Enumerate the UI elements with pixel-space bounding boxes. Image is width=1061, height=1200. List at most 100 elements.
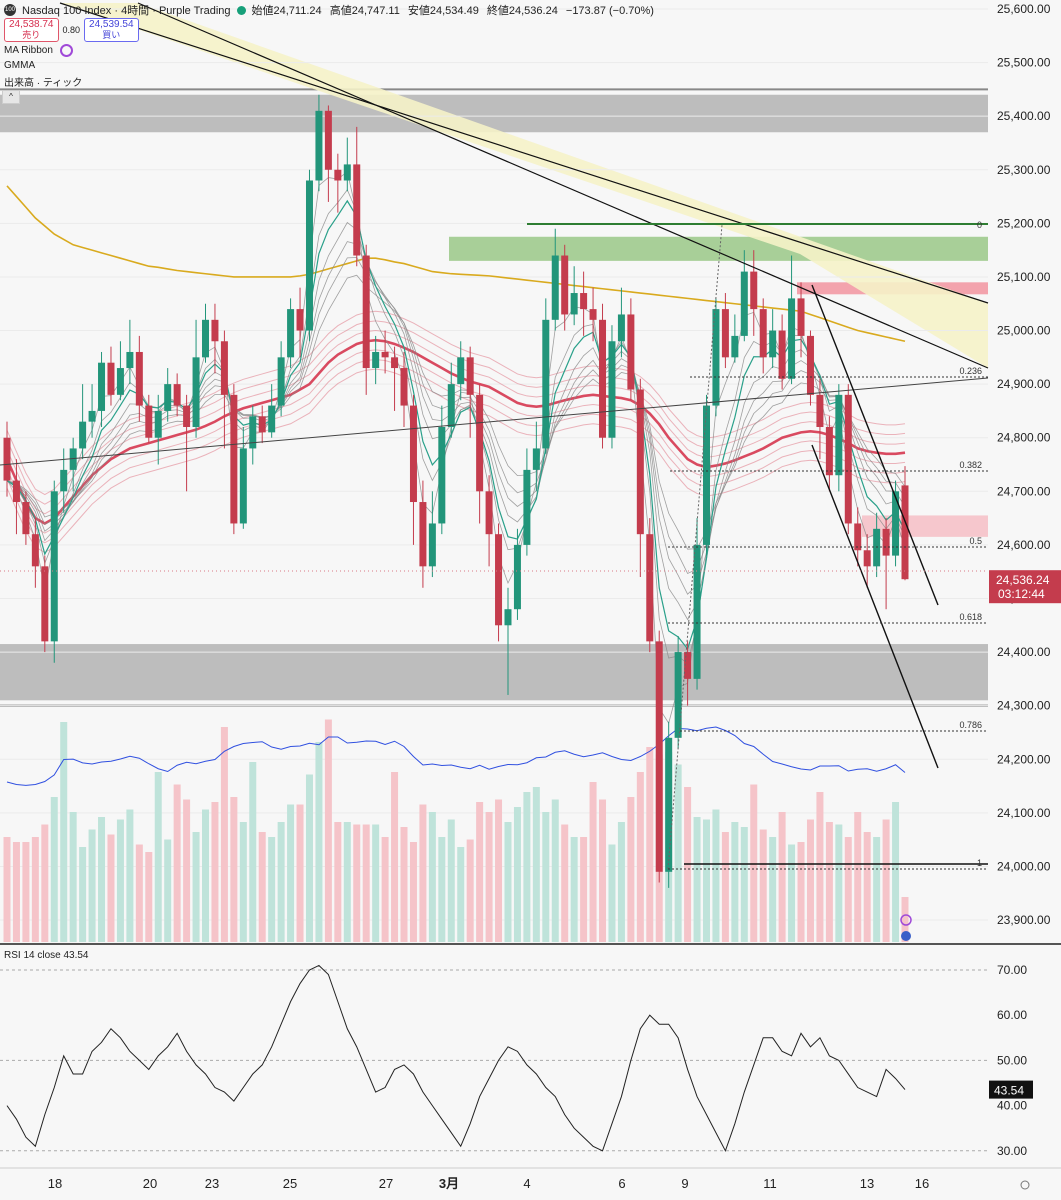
current-price-value: 24,536.24 (996, 573, 1050, 587)
candle-body (381, 351, 389, 358)
volume-bar (788, 844, 796, 942)
candle-body (617, 314, 625, 342)
collapse-legend-icon[interactable]: ^ (2, 90, 20, 104)
volume-bar (750, 784, 758, 942)
candle-body (702, 405, 710, 545)
market-status-icon (236, 5, 246, 15)
fib-level-label: 0.382 (959, 460, 982, 470)
price-tick-label: 24,300.00 (997, 699, 1051, 713)
candle-body (126, 351, 134, 369)
candle-body (334, 169, 342, 181)
volume-bar (135, 844, 143, 942)
volume-bar (315, 742, 323, 942)
time-tick-label: 20 (143, 1176, 157, 1191)
volume-bar (3, 837, 11, 942)
fib-level-label: 0.5 (969, 536, 982, 546)
support-zone (0, 644, 988, 701)
volume-bar (116, 819, 124, 942)
bar-countdown: 03:12:44 (998, 587, 1045, 601)
volume-bar (712, 809, 720, 942)
candle-body (532, 448, 540, 470)
symbol-title[interactable]: Nasdaq 100 Index · 4時間 · Purple Trading (22, 5, 231, 17)
candle-body (107, 362, 115, 395)
volume-bar (50, 797, 58, 942)
candle-body (655, 641, 663, 872)
rsi-tick-label: 30.00 (997, 1144, 1027, 1158)
volume-bar (353, 824, 361, 942)
candle-body (305, 180, 313, 331)
buy-price: 24,539.54 (89, 19, 134, 30)
candle-body (863, 550, 871, 567)
candle-body (12, 480, 20, 503)
buy-label: 買い (102, 30, 121, 40)
falling-channel-upper (811, 284, 939, 606)
candle-body (268, 405, 276, 433)
axis-settings-icon[interactable] (1020, 1180, 1030, 1190)
rsi-tick-label: 40.00 (997, 1099, 1027, 1113)
volume-bar (561, 824, 569, 942)
time-tick-label: 13 (860, 1176, 874, 1191)
candle-body (759, 309, 767, 358)
event-flag-icon (901, 931, 911, 941)
volume-bar (107, 834, 115, 942)
volume-bar (249, 762, 257, 942)
candle-body (183, 405, 191, 428)
downtrend-line-lower (137, 2, 989, 369)
candle-body (816, 394, 824, 428)
candle-body (211, 319, 219, 342)
candle-body (646, 534, 654, 642)
ma-ribbon-line (6, 368, 906, 553)
trade-buttons: 24,538.74 売り 0.80 24,539.54 買い (4, 18, 139, 42)
candle-body (116, 368, 124, 395)
time-tick-label: 3月 (439, 1176, 459, 1191)
price-tick-label: 25,100.00 (997, 270, 1051, 284)
candle-body (362, 255, 370, 369)
fib-level-label: 1 (977, 858, 982, 868)
high-value: 高値24,747.11 (329, 5, 400, 17)
price-tick-label: 25,200.00 (997, 216, 1051, 230)
volume-bar (778, 812, 786, 942)
rising-trendline (0, 377, 989, 466)
candle-body (693, 544, 701, 679)
volume-bar (693, 817, 701, 942)
volume-bar (844, 837, 852, 942)
volume-bar (126, 809, 134, 942)
ma-slow-line (6, 185, 906, 343)
sell-button[interactable]: 24,538.74 売り (4, 18, 59, 42)
volume-bar (892, 802, 900, 942)
candle-body (41, 566, 49, 642)
candle-body (164, 384, 172, 411)
volume-bar (12, 842, 20, 942)
candle-body (523, 469, 531, 545)
candle-body (570, 293, 578, 315)
candle-body (447, 384, 455, 428)
volume-bar (88, 829, 96, 942)
volume-bar (362, 824, 370, 942)
volume-bar (287, 804, 295, 942)
buy-button[interactable]: 24,539.54 買い (84, 18, 139, 42)
price-tick-label: 25,300.00 (997, 163, 1051, 177)
resistance-zone (0, 94, 988, 133)
indicator-settings-icon[interactable] (59, 44, 73, 57)
volume-bar (731, 822, 739, 942)
volume-bar (343, 822, 351, 942)
supply-zone-green (449, 236, 988, 261)
candle-body (551, 255, 559, 320)
candle-body (873, 528, 881, 567)
indicator-volume[interactable]: 出来高 · ティック (4, 78, 83, 89)
volume-bar (268, 837, 276, 942)
volume-bar (636, 772, 644, 942)
volume-bar (22, 842, 30, 942)
volume-bar (69, 812, 77, 942)
volume-bar (523, 792, 531, 942)
event-lightning-icon (900, 914, 912, 926)
rsi-value-text: 43.54 (994, 1084, 1024, 1098)
candle-body (400, 368, 408, 406)
indicator-ma-ribbon[interactable]: MA Ribbon (4, 44, 73, 57)
volume-bar (324, 719, 332, 942)
indicator-gmma[interactable]: GMMA (4, 60, 36, 71)
index-logo-icon: 100 (4, 4, 16, 16)
rsi-legend[interactable]: RSI 14 close 43.54 (4, 950, 89, 961)
volume-bar (334, 822, 342, 942)
